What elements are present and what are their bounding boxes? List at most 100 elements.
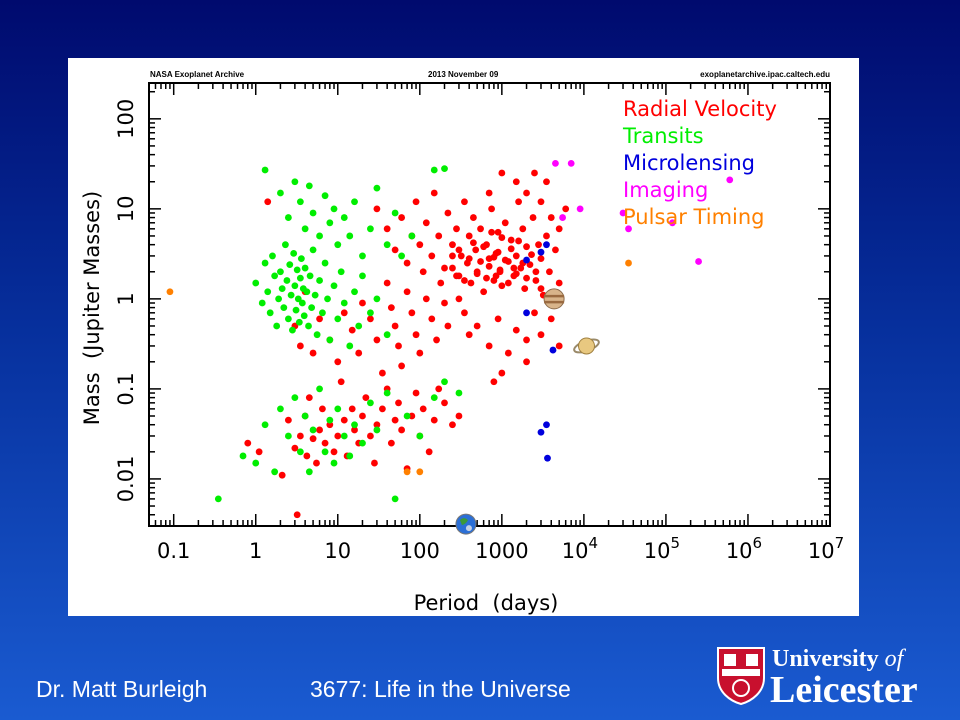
data-point (277, 405, 284, 413)
data-point (359, 299, 366, 307)
data-point (457, 252, 465, 260)
data-point (498, 282, 506, 290)
data-point (291, 444, 299, 452)
data-point (321, 259, 329, 267)
data-point (477, 258, 484, 265)
data-point (449, 252, 456, 260)
data-point (296, 432, 304, 440)
data-point (383, 331, 391, 339)
data-point (391, 322, 399, 330)
university-crest-icon (717, 647, 765, 706)
data-point (461, 198, 468, 206)
data-point (297, 255, 305, 263)
data-point (316, 315, 323, 323)
data-point (515, 237, 522, 245)
data-point (523, 358, 530, 366)
data-point (321, 192, 329, 200)
data-point (449, 264, 456, 272)
data-point (355, 322, 363, 330)
x-tick-labels: 0.1 1 10 100 1000 104 105 106 107 (157, 534, 844, 563)
data-point (726, 176, 734, 184)
data-point (278, 285, 286, 293)
data-point (403, 259, 411, 267)
data-point (373, 421, 381, 429)
data-point (271, 272, 279, 280)
data-point (528, 251, 535, 259)
x-tick-label: 106 (726, 534, 762, 563)
data-point (469, 214, 477, 221)
data-point (430, 189, 438, 197)
data-point (480, 288, 488, 296)
y-axis-label: Mass (Jupiter Masses) (80, 191, 104, 425)
data-point (465, 255, 473, 263)
data-point (455, 246, 463, 254)
data-point (319, 405, 326, 413)
data-point (295, 318, 303, 326)
data-point (669, 219, 676, 227)
data-point (494, 228, 502, 236)
x-tick-label: 0.1 (157, 539, 190, 563)
data-point (367, 225, 374, 233)
data-point (546, 268, 553, 276)
data-point (367, 309, 374, 317)
data-point (559, 214, 566, 221)
data-point (555, 342, 563, 350)
data-point (284, 214, 292, 221)
data-point (359, 439, 366, 447)
data-point (531, 169, 538, 177)
data-point (504, 279, 512, 287)
data-point (498, 169, 506, 177)
data-point (523, 336, 530, 344)
data-point (444, 209, 452, 217)
header-date: 2013 November 09 (428, 70, 499, 79)
data-point (283, 277, 291, 284)
data-point (340, 214, 348, 221)
data-point (419, 268, 427, 276)
data-point (290, 249, 298, 257)
data-point (403, 468, 411, 476)
data-point (346, 342, 354, 350)
data-point (543, 232, 550, 240)
data-point (351, 288, 358, 296)
data-point (416, 241, 424, 249)
data-point (284, 416, 292, 424)
data-point (351, 421, 358, 429)
data-point (473, 270, 481, 278)
data-point (537, 428, 545, 436)
data-point (286, 261, 294, 269)
data-point (395, 342, 402, 350)
data-point (309, 349, 317, 357)
data-point (437, 279, 445, 287)
data-point (490, 378, 498, 386)
data-point (269, 252, 276, 260)
data-point (416, 349, 424, 357)
data-point (412, 389, 420, 397)
data-point (496, 266, 504, 274)
data-point (398, 252, 406, 260)
data-point (334, 315, 342, 323)
data-point (362, 394, 370, 402)
logo-leicester-text: Leicester (770, 669, 918, 711)
data-point (351, 198, 358, 206)
data-point (428, 252, 436, 260)
data-point (430, 416, 438, 424)
data-point (373, 184, 381, 192)
legend-entry: Transits (622, 124, 704, 148)
data-point (330, 448, 338, 456)
data-point (543, 421, 550, 429)
data-point (305, 322, 312, 330)
data-point (316, 385, 323, 393)
data-point (555, 225, 563, 233)
data-point (441, 299, 448, 307)
data-point (292, 306, 300, 314)
data-point (373, 295, 381, 303)
data-point (537, 198, 545, 206)
data-point (359, 272, 366, 280)
data-point (408, 412, 416, 420)
data-point (469, 239, 477, 247)
data-point (425, 448, 433, 456)
series-radial-velocity (244, 169, 570, 519)
data-point (273, 322, 281, 330)
data-point (510, 264, 518, 272)
data-point (277, 268, 284, 276)
